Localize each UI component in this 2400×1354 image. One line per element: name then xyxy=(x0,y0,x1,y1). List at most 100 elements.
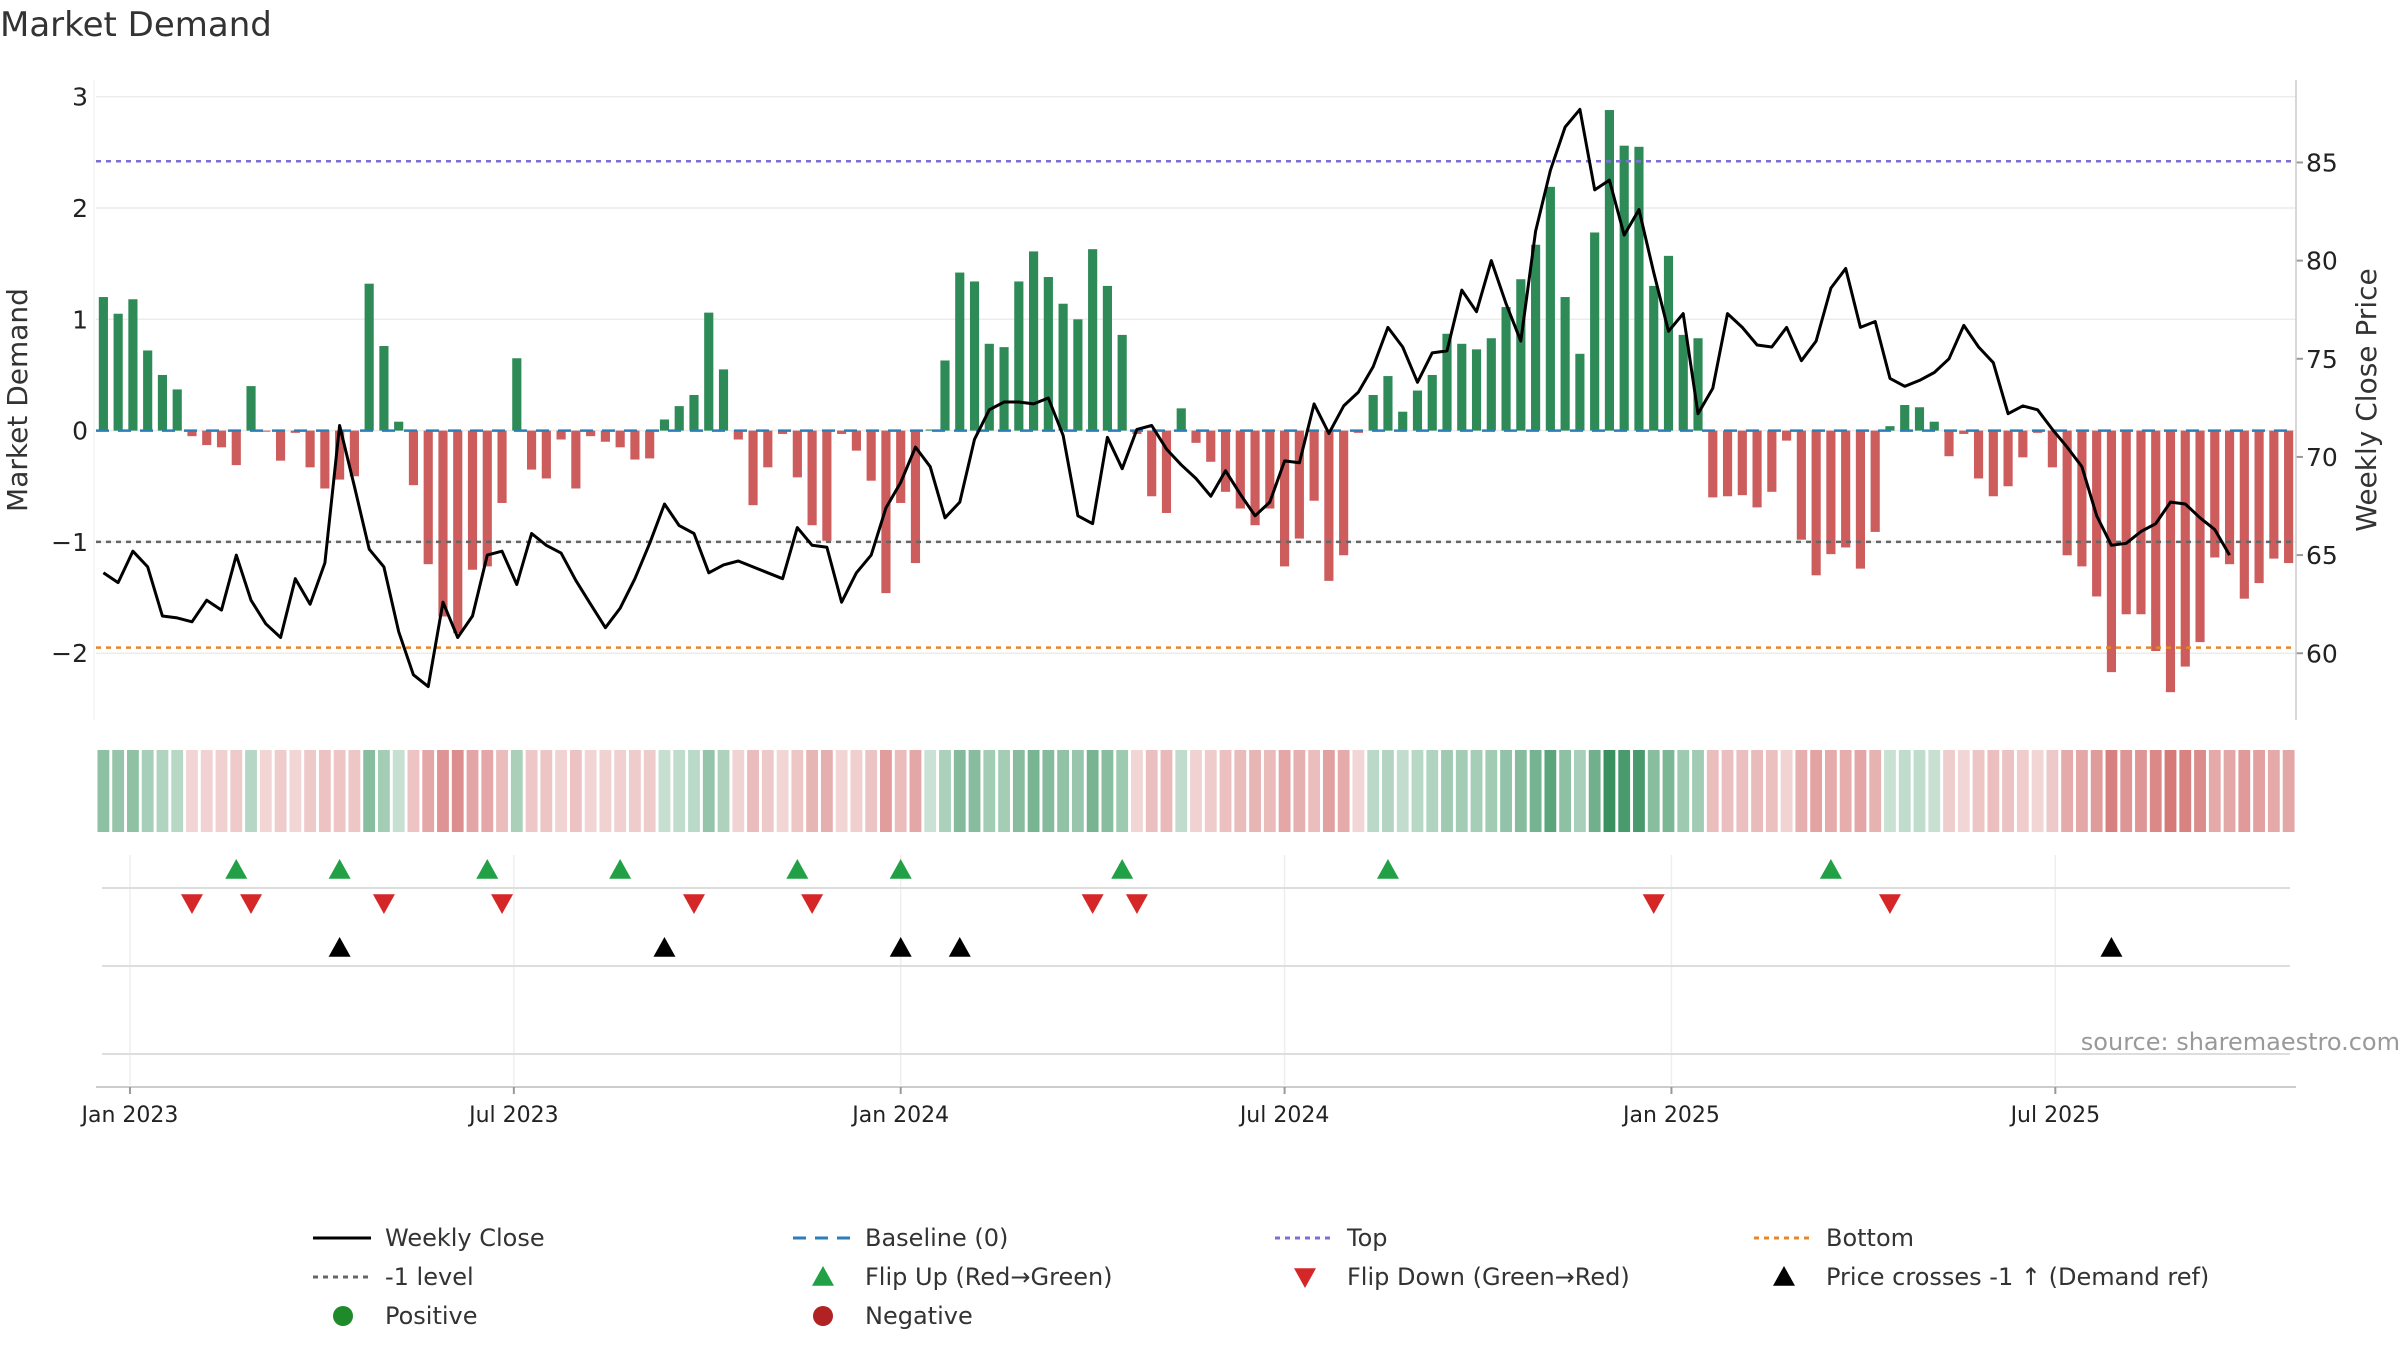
negative-bar xyxy=(1870,430,1880,532)
negative-bar xyxy=(1944,430,1954,457)
legend-baseline-label: Baseline (0) xyxy=(865,1224,1008,1252)
negative-bar xyxy=(778,430,788,434)
negative-bar xyxy=(1220,430,1231,492)
flip-up-marker xyxy=(225,859,248,879)
legend-positive-label: Positive xyxy=(385,1302,478,1330)
heat-cell xyxy=(289,750,302,832)
heat-cell xyxy=(1884,750,1896,832)
heat-cell xyxy=(1086,750,1099,832)
heat-cell xyxy=(245,750,257,832)
positive-bar xyxy=(674,406,684,431)
heat-cell xyxy=(1263,750,1276,832)
legend-price-cross-label: Price crosses -1 ↑ (Demand ref) xyxy=(1826,1263,2209,1291)
negative-bar xyxy=(2165,430,2176,693)
heat-cell xyxy=(2282,750,2295,832)
heat-cell xyxy=(112,750,125,832)
heat-cell xyxy=(850,750,863,832)
heat-cell xyxy=(127,750,139,832)
heat-cell xyxy=(333,750,346,832)
legend-bottom-label: Bottom xyxy=(1826,1224,1914,1252)
demand-heat-strip xyxy=(97,750,2295,832)
y-right-tick-label: 85 xyxy=(2306,148,2338,177)
negative-bar xyxy=(1959,430,1969,434)
heat-cell xyxy=(1662,750,1675,832)
heat-cell xyxy=(1943,750,1955,832)
heat-cell xyxy=(2105,750,2118,832)
negative-bar xyxy=(2254,430,2264,584)
negative-bar xyxy=(1826,430,1836,555)
negative-bar xyxy=(320,430,330,489)
heat-cell xyxy=(1514,750,1527,832)
positive-bar xyxy=(157,374,168,431)
heat-cell xyxy=(2149,750,2162,832)
heat-cell xyxy=(318,750,331,832)
chart-title: Market Demand xyxy=(0,5,272,45)
positive-bar xyxy=(1619,145,1629,431)
heat-cell xyxy=(171,750,184,832)
negative-bar xyxy=(1708,430,1718,498)
y-right-tick-label: 75 xyxy=(2306,345,2338,374)
positive-bar xyxy=(1900,405,1910,431)
heat-cell xyxy=(2194,750,2206,832)
heat-cell xyxy=(658,750,671,832)
x-tick-label: Jan 2025 xyxy=(1621,1103,1720,1128)
positive-bar xyxy=(659,419,670,431)
legend-negative-label: Negative xyxy=(865,1302,973,1330)
negative-bar xyxy=(453,430,463,634)
heat-cell xyxy=(1795,750,1808,832)
price-cross-marker xyxy=(889,937,912,957)
heat-cell xyxy=(2164,750,2177,832)
negative-bar xyxy=(2062,430,2072,556)
heat-cell xyxy=(1500,750,1512,832)
price-cross-marker xyxy=(2100,937,2123,957)
positive-bar xyxy=(1693,338,1703,431)
reference-levels xyxy=(96,160,2296,649)
heat-cell xyxy=(1869,750,1882,832)
negative-bar xyxy=(1796,430,1806,540)
positive-bar xyxy=(1471,349,1482,431)
negative-bar xyxy=(1855,430,1866,569)
positive-bar xyxy=(999,347,1009,431)
heat-cell xyxy=(1278,750,1291,832)
heat-cell xyxy=(215,750,228,832)
heat-cell xyxy=(569,750,582,832)
negative-bar xyxy=(1294,430,1304,539)
heat-cell xyxy=(97,750,110,832)
heat-cell xyxy=(1441,750,1453,832)
heat-cell xyxy=(2090,750,2103,832)
legend-flip-down-label: Flip Down (Green→Red) xyxy=(1347,1263,1630,1291)
heat-cell xyxy=(496,750,508,832)
heat-cell xyxy=(1810,750,1823,832)
y-right-tick-label: 70 xyxy=(2306,443,2338,472)
negative-bar xyxy=(792,430,802,478)
positive-bar xyxy=(1102,285,1112,431)
legend-minus-one-label: -1 level xyxy=(385,1263,474,1291)
heat-cell xyxy=(2267,750,2280,832)
negative-bar xyxy=(1811,430,1821,576)
negative-bar xyxy=(615,430,625,448)
y-left-tick-label: −1 xyxy=(51,528,88,557)
positive-bar xyxy=(379,346,389,431)
heat-cell xyxy=(1352,750,1365,832)
negative-bar xyxy=(1988,430,1998,497)
heat-cell xyxy=(1765,750,1778,832)
positive-bar xyxy=(1604,110,1614,431)
heat-cell xyxy=(156,750,169,832)
heat-cell xyxy=(865,750,878,832)
heat-cell xyxy=(1470,750,1483,832)
heat-cell xyxy=(2002,750,2014,832)
heat-cell xyxy=(1116,750,1129,832)
flip-up-marker xyxy=(889,859,912,879)
heat-cell xyxy=(1249,750,1261,832)
heat-cell xyxy=(1603,750,1616,832)
heat-cell xyxy=(1308,750,1321,832)
legend-top-label: Top xyxy=(1346,1224,1388,1252)
heat-cell xyxy=(1706,750,1719,832)
positive-bar xyxy=(969,281,980,431)
heat-cell xyxy=(1382,750,1394,832)
positive-bar xyxy=(1442,333,1452,431)
flip-markers xyxy=(180,859,2123,957)
positive-bar xyxy=(1117,334,1127,431)
heat-cell xyxy=(555,750,568,832)
positive-bar xyxy=(113,313,123,431)
